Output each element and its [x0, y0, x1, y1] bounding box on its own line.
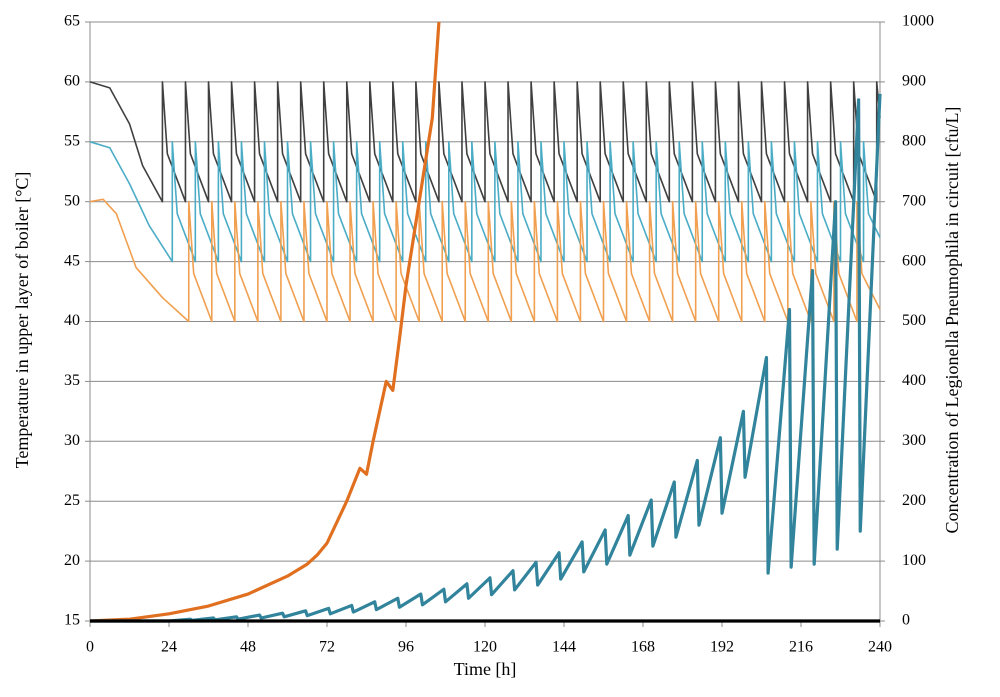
y-tick-label: 25	[64, 492, 80, 509]
x-tick-label: 24	[161, 639, 177, 656]
x-tick-label: 72	[319, 639, 335, 656]
y2-tick-label: 400	[902, 372, 926, 389]
x-tick-label: 192	[710, 639, 734, 656]
x-tick-label: 240	[868, 639, 892, 656]
series-line	[89, 141, 881, 263]
y-axis-label: Temperature in upper layer of boiler [°C…	[12, 172, 32, 469]
y2-tick-label: 300	[902, 432, 926, 449]
y-tick-label: 40	[64, 312, 80, 329]
series-line	[90, 93, 882, 623]
y2-tick-label: 200	[902, 492, 926, 509]
x-tick-label: 168	[631, 639, 655, 656]
y2-tick-label: 100	[902, 552, 926, 569]
y-tick-label: 60	[64, 73, 80, 90]
y2-tick-label: 700	[902, 192, 926, 209]
series-line	[89, 21, 441, 623]
y2-tick-label: 1000	[902, 13, 934, 30]
y-tick-label: 35	[64, 372, 80, 389]
y2-tick-label: 600	[902, 252, 926, 269]
x-tick-label: 120	[473, 639, 497, 656]
y2-tick-label: 0	[902, 612, 910, 629]
x-axis-label: Time [h]	[454, 659, 517, 679]
x-tick-label: 144	[552, 639, 576, 656]
y-tick-label: 65	[64, 13, 80, 30]
x-tick-label: 48	[240, 639, 256, 656]
y-tick-label: 45	[64, 252, 80, 269]
y-tick-label: 55	[64, 132, 80, 149]
y2-tick-label: 900	[902, 73, 926, 90]
y2-axis-label: Concentration of Legionella Pneumophila …	[942, 107, 962, 534]
y-tick-label: 20	[64, 552, 80, 569]
y-tick-label: 50	[64, 192, 80, 209]
y2-tick-label: 500	[902, 312, 926, 329]
series-line	[89, 81, 881, 203]
x-tick-label: 0	[86, 639, 94, 656]
y-tick-label: 15	[64, 612, 80, 629]
y2-tick-label: 800	[902, 132, 926, 149]
y-tick-label: 30	[64, 432, 80, 449]
x-tick-label: 96	[398, 639, 414, 656]
series-line	[89, 198, 881, 323]
x-tick-label: 216	[789, 639, 813, 656]
